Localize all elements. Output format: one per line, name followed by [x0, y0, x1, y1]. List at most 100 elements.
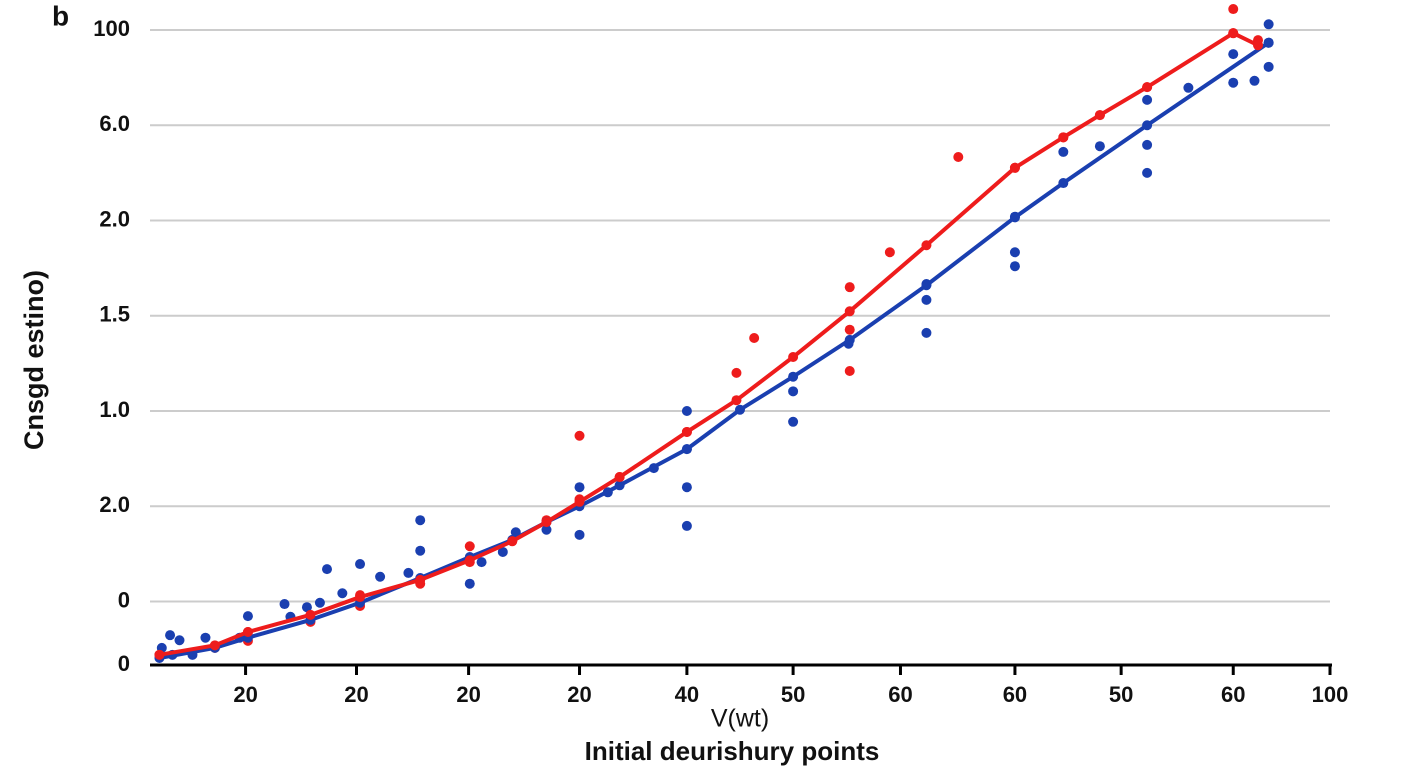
scatter-point — [574, 529, 585, 540]
line-vertex — [1228, 28, 1239, 39]
scatter-point — [681, 520, 692, 531]
line-vertex — [731, 395, 742, 406]
scatter-point — [1009, 261, 1020, 272]
line-vertex — [574, 496, 585, 507]
line-vertex — [735, 404, 745, 415]
x-tick-label: 50 — [781, 682, 805, 707]
scatter-point — [1183, 82, 1194, 93]
x-tick-label: 20 — [567, 682, 591, 707]
scatter-point — [844, 324, 855, 335]
x-tick-label: 60 — [1221, 682, 1245, 707]
y-tick-label: 0 — [118, 587, 130, 612]
line-vertex — [844, 334, 855, 345]
line-vertex — [242, 626, 253, 637]
y-axis-label: Cnsgd estino) — [19, 270, 49, 450]
series-line — [159, 41, 1270, 660]
scatter-point — [403, 567, 414, 578]
scatter-point — [165, 630, 176, 641]
scatter-point — [921, 327, 932, 338]
scatter-point — [464, 578, 475, 589]
scatter-point — [301, 602, 312, 613]
line-vertex — [681, 426, 692, 437]
line-vertex — [415, 574, 426, 585]
y-tick-label: 1.0 — [99, 397, 130, 422]
scatter-point — [574, 430, 585, 441]
line-vertex — [541, 517, 552, 528]
scatter-point — [574, 482, 585, 493]
scatter-point — [355, 559, 366, 570]
scatter-point — [415, 515, 426, 526]
y-tick-label: 100 — [93, 16, 130, 41]
scatter-point — [1228, 49, 1239, 60]
scatter-point — [174, 635, 185, 646]
line-vertex — [1263, 37, 1274, 48]
line-vertex — [1142, 120, 1153, 131]
line-vertex — [464, 555, 475, 566]
scatter-point — [337, 588, 348, 599]
line-vertex — [1253, 40, 1264, 51]
y-tick-label: 2.0 — [99, 206, 130, 231]
scatter-point — [844, 365, 855, 376]
scatter-point — [464, 541, 475, 552]
line-vertex — [614, 480, 625, 491]
panel-label: b — [52, 0, 69, 31]
line-vertex — [614, 472, 625, 483]
scatter-point — [1142, 167, 1153, 178]
line-vertex — [1142, 82, 1153, 93]
y-tick-label: 6.0 — [99, 111, 130, 136]
line-vertex — [1009, 162, 1020, 173]
scatter-point — [476, 557, 487, 568]
scatter-point — [1228, 77, 1239, 88]
scatter-point — [749, 332, 760, 343]
line-vertex — [1009, 212, 1020, 223]
scatter-point — [497, 546, 508, 557]
scatter-point — [921, 294, 932, 305]
line-vertex — [1058, 132, 1069, 143]
line-vertex — [788, 371, 799, 382]
line-vertex — [507, 536, 518, 547]
scatter-point — [415, 545, 426, 556]
x-tick-label: 20 — [344, 682, 368, 707]
line-vertex — [921, 280, 932, 291]
series-line — [159, 31, 1259, 657]
line-vertex — [1058, 178, 1069, 189]
scatter-point — [1249, 75, 1260, 86]
scatter-point — [279, 599, 290, 610]
scatter-point — [844, 282, 855, 293]
x-tick-label: 50 — [1109, 682, 1133, 707]
line-vertex — [1094, 110, 1105, 121]
scatter-point — [953, 152, 964, 162]
x-unit-label: V(wt) — [711, 705, 769, 733]
line-vertex — [209, 640, 220, 651]
scatter-point — [681, 406, 692, 416]
y-tick-label: 1.5 — [99, 302, 130, 327]
line-vertex — [355, 592, 366, 603]
scatter-point — [541, 524, 552, 535]
scatter-point — [1142, 94, 1153, 105]
y-tick-label: 0 — [118, 651, 130, 676]
scatter-point — [884, 247, 895, 258]
scatter-point — [375, 571, 386, 582]
line-vertex — [921, 240, 932, 251]
scatter-point — [200, 632, 211, 643]
scatter-point — [788, 386, 799, 397]
x-tick-label: 40 — [675, 682, 699, 707]
x-tick-label: 20 — [233, 682, 257, 707]
x-tick-label: 100 — [1312, 682, 1349, 707]
y-tick-label: 2.0 — [99, 492, 130, 517]
scatter-point — [1009, 247, 1020, 258]
scatter-point — [681, 482, 692, 493]
line-vertex — [788, 352, 799, 363]
x-tick-label: 20 — [456, 682, 480, 707]
x-axis-label: Initial deurishury points — [585, 736, 880, 766]
line-vertex — [305, 609, 316, 620]
scatter-point — [314, 597, 325, 608]
x-tick-label: 60 — [888, 682, 912, 707]
x-tick-label: 60 — [1003, 682, 1027, 707]
scatter-point — [1228, 4, 1239, 15]
scatter-point — [1142, 139, 1153, 150]
scatter-point — [788, 416, 799, 427]
scatter-point — [1263, 19, 1274, 30]
line-vertex — [844, 306, 855, 317]
